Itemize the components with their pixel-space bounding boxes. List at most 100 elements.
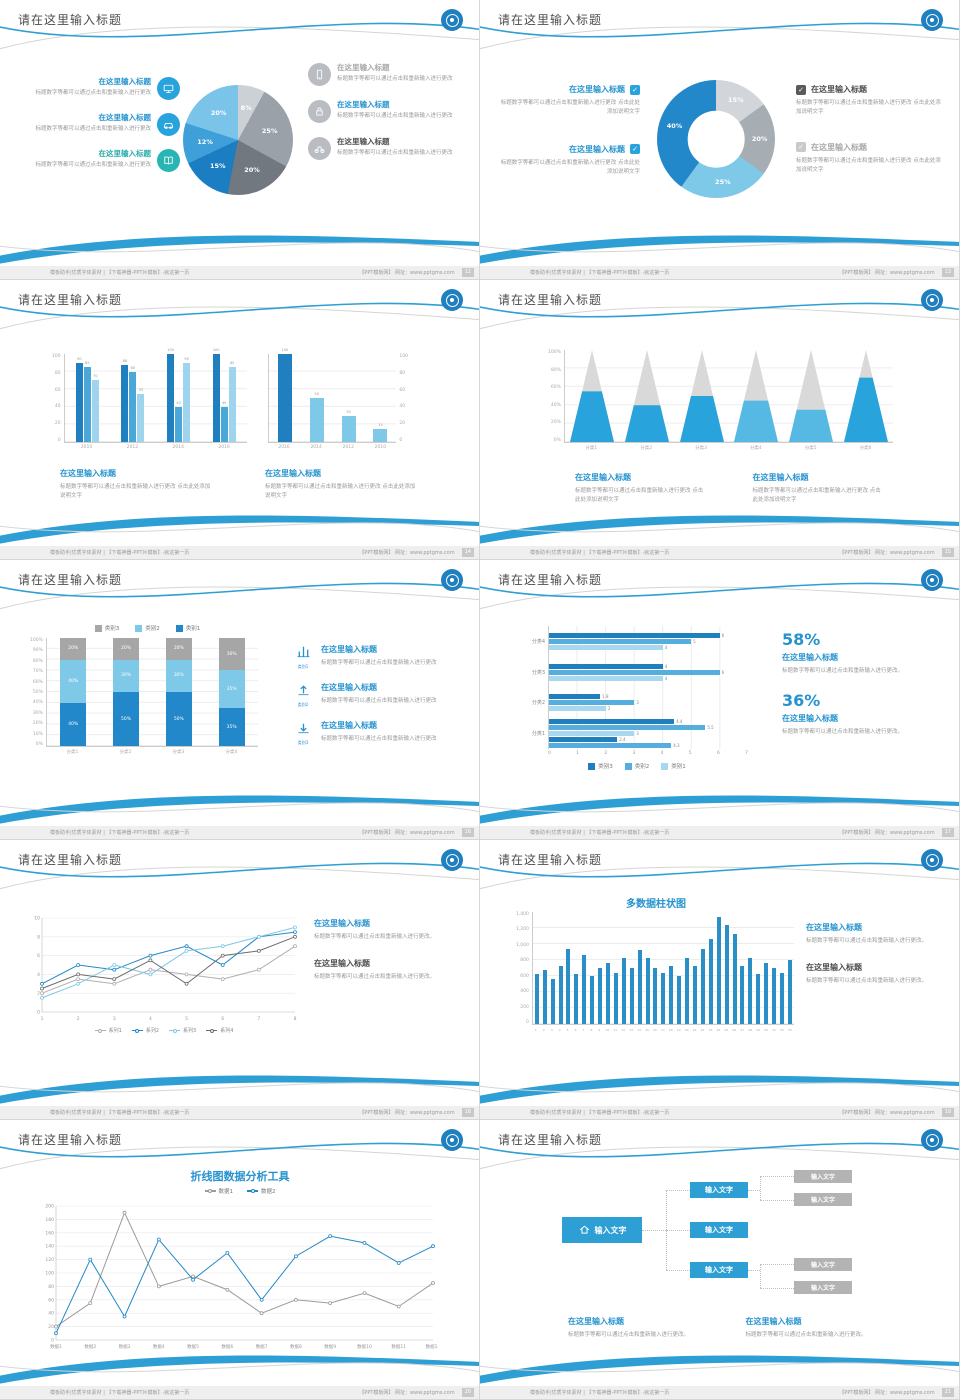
item-heading: 在这里输入标题: [569, 85, 625, 94]
slide-19[interactable]: 请在这里输入标题 多数据柱状图 1,400 1,200 1,000 800 600 400…: [480, 840, 959, 1119]
slide-title: 请在这里输入标题: [18, 293, 123, 307]
slide-title: 请在这里输入标题: [498, 853, 603, 867]
slide-12[interactable]: 请在这里输入标题 在这里输入标题 标题数字等都可以通过点击和重新输入进行更改 在这…: [0, 0, 479, 279]
connector: [760, 1288, 794, 1289]
chart-legend: 类别3 类别2 类别1: [526, 762, 748, 770]
footer-wave: [480, 1355, 959, 1384]
car-icon: [157, 113, 180, 136]
list-item: 在这里输入标题 标题数字等都可以通过点击和重新输入进行更改: [28, 76, 180, 100]
footer-text-left: 模板助手|优质字体素材 | 【下载神器-PPT片模板】-就这第一页: [530, 270, 670, 276]
slide-footer: 模板助手|优质字体素材 | 【下载神器-PPT片模板】-就这第一页 【PPT模板网…: [480, 826, 959, 839]
org-root-box: 输入文字: [562, 1217, 642, 1243]
section: 在这里输入标题 标题数字等都可以通过点击和重新输入进行更改。: [568, 1316, 701, 1340]
item-heading: 在这里输入标题: [811, 142, 867, 152]
page-number: 19: [941, 1108, 954, 1117]
slide-title: 请在这里输入标题: [498, 13, 603, 27]
footer-wave: [0, 515, 479, 544]
svg-text:6: 6: [221, 1016, 224, 1022]
footer-wave: [480, 235, 959, 264]
page-number: 13: [941, 268, 954, 277]
list-item: 在这里输入标题 标题数字等都可以通过点击和重新输入进行更改: [308, 136, 464, 160]
item-heading: 在这里输入标题: [98, 149, 152, 158]
stat-heading: 在这里输入标题: [782, 653, 838, 662]
download-icon: [296, 720, 311, 739]
connector: [760, 1264, 761, 1288]
stat-value: 58%: [782, 630, 821, 649]
svg-text:8: 8: [294, 1016, 297, 1022]
org-box-label: 输入文字: [705, 1186, 733, 1194]
left-item-list: 在这里输入标题 ✓ 标题数字等都可以通过点击和重新输入进行更改 点击此处添加说明文…: [500, 84, 640, 177]
section: 在这里输入标题 标题数字等都可以通过点击和重新输入进行更改。: [746, 1316, 879, 1340]
list-item: 在这里输入标题 标题数字等都可以通过点击和重新输入进行更改: [308, 62, 464, 86]
svg-text:160: 160: [45, 1230, 54, 1236]
svg-text:4: 4: [37, 972, 40, 978]
stat-block: 36% 在这里输入标题 标题数字等都可以通过点击和重新输入进行更改。: [782, 691, 942, 737]
footer-text-right: 【PPT模板网】 网址：www.pptgms.com: [359, 830, 455, 836]
slide-footer: 模板助手|优质字体素材 | 【下载神器-PPT片模板】-就这第一页 【PPT模板网…: [0, 1386, 479, 1399]
slide-14[interactable]: 请在这里输入标题 100 80 60 40 20 0 90 85 70 88 80 55 100 40 90…: [0, 280, 479, 559]
header-wave: [0, 302, 479, 330]
connector: [666, 1270, 690, 1271]
footer-text-left: 模板助手|优质字体素材 | 【下载神器-PPT片模板】-就这第一页: [50, 830, 190, 836]
sections: 在这里输入标题 标题数字等都可以通过点击和重新输入进行更改。 在这里输入标题 标题数…: [314, 918, 464, 983]
slide-20[interactable]: 请在这里输入标题 折线图数据分析工具 数据1 数据2 0 20 40 60 80 100 12…: [0, 1120, 479, 1399]
section-text: 标题数字等都可以通过点击和重新输入进行更改。: [314, 934, 436, 940]
svg-text:5: 5: [185, 1016, 188, 1022]
stat-text: 标题数字等都可以通过点击和重新输入进行更改。: [782, 668, 904, 674]
footer-text-left: 模板助手|优质字体素材 | 【下载神器-PPT片模板】-就这第一页: [50, 1390, 190, 1396]
slide-15[interactable]: 请在这里输入标题 100% 80% 60% 40% 20% 0% 分类1 分类2 分类3 分类4 分…: [480, 280, 959, 559]
connector: [760, 1176, 761, 1200]
org-box-label: 输入文字: [810, 1197, 835, 1204]
slide-footer: 模板助手|优质字体素材 | 【下载神器-PPT片模板】-就这第一页 【PPT模板网…: [0, 826, 479, 839]
chart-title: 折线图数据分析工具: [190, 1170, 290, 1183]
slide-17[interactable]: 请在这里输入标题 分类4 6 5 4 分类3 4 6 4 分类2 1.8 3 2 分类1 4.4 5.5 3 2…: [480, 560, 959, 839]
section-text: 标题数字等都可以通过点击和重新输入进行更改。: [806, 938, 928, 944]
bar-chart: 100 50 30 15 2016 2014 2012 2010 100 80 60 40 20 0: [268, 348, 408, 452]
org-leaf-box: 输入文字: [794, 1193, 852, 1206]
stat-list: 58% 在这里输入标题 标题数字等都可以通过点击和重新输入进行更改。 36% 在…: [782, 630, 942, 738]
slide-13[interactable]: 请在这里输入标题 在这里输入标题 ✓ 标题数字等都可以通过点击和重新输入进行更改 …: [480, 0, 959, 279]
slide-16[interactable]: 请在这里输入标题 类别3 类别2 类别1 100% 90% 80% 70% 60% 50% 40…: [0, 560, 479, 839]
section: 在这里输入标题 标题数字等都可以通过点击和重新输入进行更改 点击此处添加说明文字: [60, 468, 215, 502]
lock-icon: [308, 100, 331, 123]
school-logo-icon: [441, 9, 463, 31]
slide-title: 请在这里输入标题: [498, 1133, 603, 1147]
stat-value: 36%: [782, 691, 821, 711]
item-heading: 在这里输入标题: [569, 144, 625, 154]
list-item: 类别3 在这里输入标题 标题数字等都可以通过点击和重新输入进行更改: [292, 720, 464, 746]
section: 在这里输入标题 标题数字等都可以通过点击和重新输入进行更改。: [314, 958, 464, 982]
section: 在这里输入标题 标题数字等都可以通过点击和重新输入进行更改。: [806, 922, 946, 946]
footer-text-right: 【PPT模板网】 网址：www.pptgms.com: [359, 1110, 455, 1116]
org-box-label: 输入文字: [810, 1285, 835, 1292]
stat-block: 58% 在这里输入标题 标题数字等都可以通过点击和重新输入进行更改。: [782, 630, 942, 676]
org-branch-box: 输入文字: [690, 1222, 748, 1238]
svg-text:80: 80: [48, 1284, 54, 1290]
bicycle-icon: [308, 137, 331, 160]
line-chart: 0 20 40 60 80 100 120 140 160 180 200 数据1 数据2 数据3 数据4 数…: [38, 1200, 440, 1352]
slide-21[interactable]: 请在这里输入标题 输入文字 输入文字 输入文字 输入文字 输入文字 输入文字 输…: [480, 1120, 959, 1399]
svg-text:7: 7: [257, 1016, 260, 1022]
item-heading: 在这里输入标题: [337, 137, 390, 146]
footer-text-right: 【PPT模板网】 网址：www.pptgms.com: [359, 1390, 455, 1396]
slide-18[interactable]: 请在这里输入标题 0 2 4 6 8 10 1 2 3 4 5 6 7 8 系列1 系列2 系列3 系列4 在这…: [0, 840, 479, 1119]
slide-footer: 模板助手|优质字体素材 | 【下载神器-PPT片模板】-就这第一页 【PPT模板网…: [480, 1386, 959, 1399]
section-heading: 在这里输入标题: [752, 473, 809, 482]
list-item: 在这里输入标题 标题数字等都可以通过点击和重新输入进行更改: [308, 99, 464, 123]
icon-tag: 类别3: [297, 740, 309, 745]
item-text: 标题数字等都可以通过点击和重新输入进行更改: [35, 162, 151, 168]
section: 在这里输入标题 标题数字等都可以通过点击和重新输入进行更改 点击此处添加说明文字: [265, 468, 420, 502]
item-text: 标题数字等都可以通过点击和重新输入进行更改: [321, 660, 437, 666]
org-leaf-box: 输入文字: [794, 1170, 852, 1183]
school-logo-icon: [441, 289, 463, 311]
svg-text:40: 40: [48, 1311, 54, 1317]
chart-legend: 数据1 数据2: [60, 1187, 420, 1195]
footer-wave: [480, 515, 959, 544]
school-logo-icon: [921, 289, 943, 311]
page-number: 16: [461, 828, 474, 837]
right-item-list: ✓ 在这里输入标题 标题数字等都可以通过点击和重新输入进行更改 点击此处添加说明文…: [796, 84, 944, 175]
org-box-label: 输入文字: [810, 1174, 835, 1181]
footer-text-right: 【PPT模板网】 网址：www.pptgms.com: [839, 1110, 935, 1116]
slide-footer: 模板助手|优质字体素材 | 【下载神器-PPT片模板】-就这第一页 【PPT模板网…: [0, 266, 479, 279]
section-heading: 在这里输入标题: [575, 473, 631, 482]
org-box-label: 输入文字: [705, 1226, 733, 1234]
